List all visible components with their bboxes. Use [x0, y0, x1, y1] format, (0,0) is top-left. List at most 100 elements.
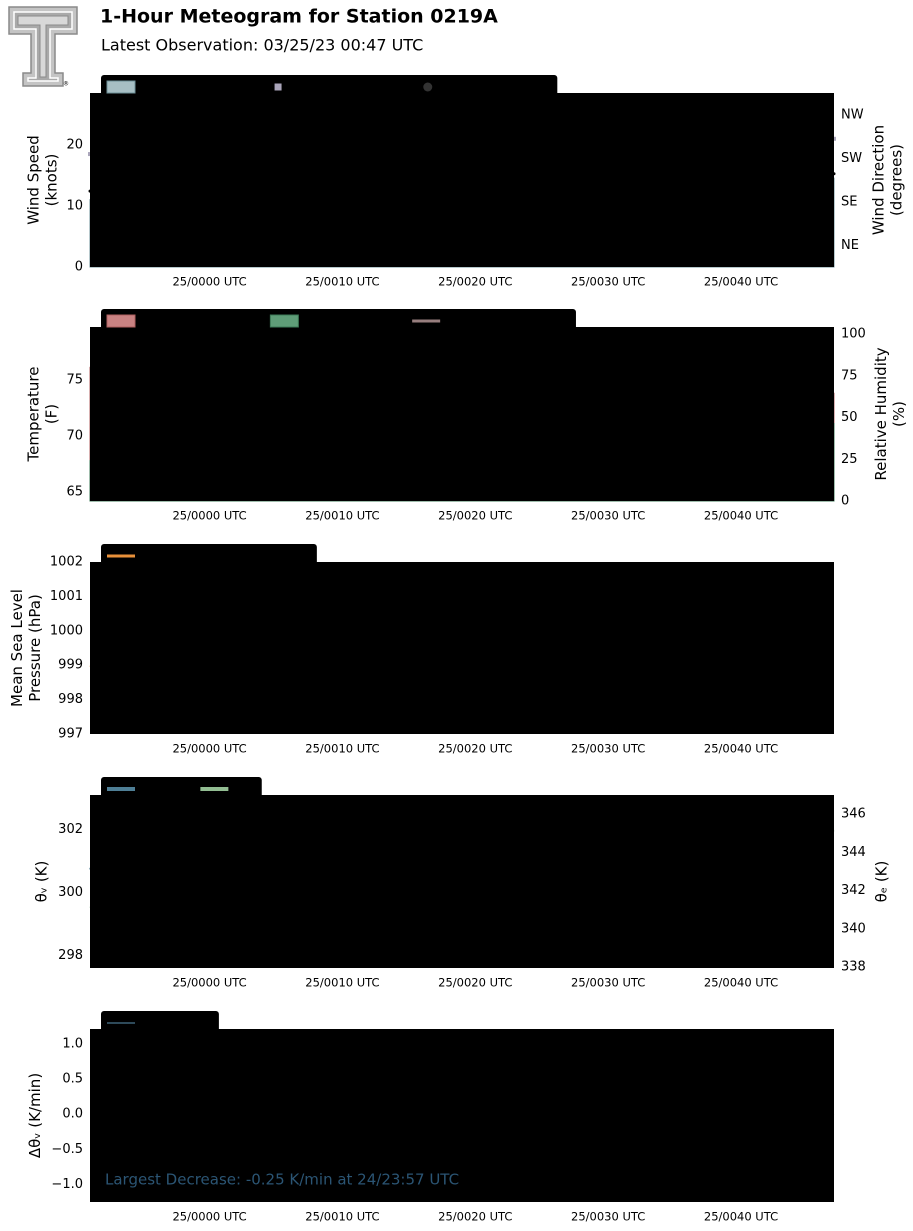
x-tick-label: 25/0040 UTC [704, 742, 778, 756]
plot-frame [90, 1029, 834, 1202]
x-tick-label: 25/0000 UTC [172, 509, 246, 523]
y2-tick-label: NW [841, 107, 864, 122]
legend-swatch [423, 82, 433, 92]
x-tick-label: 25/0040 UTC [704, 976, 778, 990]
y-tick-label: 65 [66, 485, 83, 500]
logo: ® [8, 6, 78, 88]
y-tick-label: 997 [58, 727, 83, 742]
legend-swatch [106, 80, 136, 94]
y-tick-label: 298 [58, 948, 83, 963]
y-tick-label: 300 [58, 885, 83, 900]
plot-frame [90, 795, 834, 968]
text-line: (knots) [42, 154, 60, 207]
y-axis-title: Mean Sea LevelPressure (hPa) [7, 589, 43, 707]
y-tick-label: −1.0 [51, 1177, 83, 1192]
x-tick-label: 25/0020 UTC [438, 742, 512, 756]
panel: 298 300 302 338 340 342 344 346 25/0000 UTC 25/00… [33, 777, 890, 990]
y-tick-label: 1001 [50, 589, 83, 604]
text-line: Temperature [24, 366, 42, 462]
panel: 0 10 20 NE SE SW NW 25/0000 UTC 25/0010 UTC 25/00… [24, 75, 905, 289]
y2-axis-title: θₑ (K) [872, 861, 890, 903]
panel: 997 998 999 1000 1001 1002 25/0000 UTC 25/0010 … [7, 544, 834, 756]
y-tick-label: 998 [58, 692, 83, 707]
x-tick-label: 25/0030 UTC [571, 509, 645, 523]
x-tick-label: 25/0000 UTC [172, 1210, 246, 1224]
y2-axis-title: Wind Direction(degrees) [869, 125, 905, 235]
x-tick-label: 25/0030 UTC [571, 742, 645, 756]
plot-frame [90, 562, 834, 734]
legend-label: θₑ [240, 782, 253, 797]
y2-tick-label: 346 [841, 807, 866, 822]
x-tick-label: 25/0040 UTC [704, 275, 778, 289]
x-tick-label: 25/0010 UTC [305, 509, 379, 523]
legend-box [101, 544, 317, 568]
x-tick-label: 25/0010 UTC [305, 976, 379, 990]
y-tick-label: 75 [66, 372, 83, 387]
x-tick-label: 25/0000 UTC [172, 742, 246, 756]
x-tick-label: 25/0020 UTC [438, 1210, 512, 1224]
legend-label: Wind Direction [454, 80, 550, 95]
y2-tick-label: 75 [841, 368, 858, 383]
legend-box [101, 777, 262, 801]
text-line: Wind Direction [869, 125, 887, 235]
logo-mark: ® [63, 81, 69, 88]
x-tick-label: 25/0000 UTC [172, 275, 246, 289]
y2-tick-label: NE [841, 238, 859, 253]
x-tick-label: 25/0020 UTC [438, 509, 512, 523]
y-tick-label: 1002 [50, 555, 83, 570]
legend-swatch [269, 314, 299, 328]
legend-box [101, 309, 576, 333]
text-line: Relative Humidity [871, 347, 889, 480]
text-line: (%) [889, 401, 907, 427]
panel: −1.0 −0.5 0.0 0.5 1.0 25/0000 UTC 25/0010 UTC 2… [26, 1011, 835, 1224]
x-tick-label: 25/0040 UTC [704, 509, 778, 523]
y2-tick-label: SE [841, 194, 857, 209]
y2-tick-label: 340 [841, 921, 866, 936]
legend-swatch [274, 83, 282, 91]
y-axis-title: θᵥ (K) [33, 861, 51, 903]
page-subtitle: Latest Observation: 03/25/23 00:47 UTC [101, 36, 423, 55]
y2-tick-label: 338 [841, 960, 866, 975]
y2-tick-label: 0 [841, 494, 849, 509]
y-tick-label: −0.5 [51, 1142, 83, 1157]
x-tick-label: 25/0010 UTC [305, 275, 379, 289]
x-tick-label: 25/0020 UTC [438, 976, 512, 990]
text-line: (F) [42, 404, 60, 424]
y2-tick-label: 25 [841, 452, 858, 467]
x-tick-label: 25/0030 UTC [571, 275, 645, 289]
y-axis-title: Wind Speed(knots) [24, 135, 60, 225]
y-tick-label: 0.5 [62, 1071, 83, 1086]
legend-swatch [106, 314, 136, 328]
text-line: Pressure (hPa) [25, 594, 43, 702]
text-line: (degrees) [887, 144, 905, 216]
y-axis-title: Temperature(F) [24, 366, 60, 462]
plot-frame [90, 327, 834, 501]
panel: 65 70 75 0 25 50 75 100 25/0000 UTC 25/0010 UTC 25… [24, 309, 907, 523]
logo-core [17, 15, 69, 78]
legend-label: 3-sec Gust [305, 80, 374, 95]
y-tick-label: 10 [66, 198, 83, 213]
y-tick-label: 1.0 [62, 1036, 83, 1051]
y2-axis-title: Relative Humidity(%) [871, 347, 907, 480]
y-tick-label: 0.0 [62, 1107, 83, 1122]
y-tick-label: 70 [66, 428, 83, 443]
y2-tick-label: 342 [841, 883, 866, 898]
x-tick-label: 25/0020 UTC [438, 275, 512, 289]
annotation: Largest Decrease: -0.25 K/min at 24/23:5… [105, 1171, 459, 1189]
y2-tick-label: 50 [841, 410, 858, 425]
page-title: 1-Hour Meteogram for Station 0219A [100, 6, 498, 28]
y-tick-label: 1000 [50, 623, 83, 638]
y2-tick-label: SW [841, 151, 862, 166]
x-tick-label: 25/0040 UTC [704, 1210, 778, 1224]
legend-label: Temperature [146, 314, 229, 329]
y-tick-label: 20 [66, 137, 83, 152]
x-tick-label: 25/0030 UTC [571, 1210, 645, 1224]
plot-frame [90, 93, 834, 267]
legend-label: Dewpoint [310, 314, 372, 329]
y-tick-label: 302 [58, 822, 83, 837]
legend-label: Mean Sea Level Pressure [147, 549, 309, 564]
legend-box [101, 75, 558, 99]
x-tick-label: 25/0010 UTC [305, 1210, 379, 1224]
x-tick-label: 25/0010 UTC [305, 742, 379, 756]
